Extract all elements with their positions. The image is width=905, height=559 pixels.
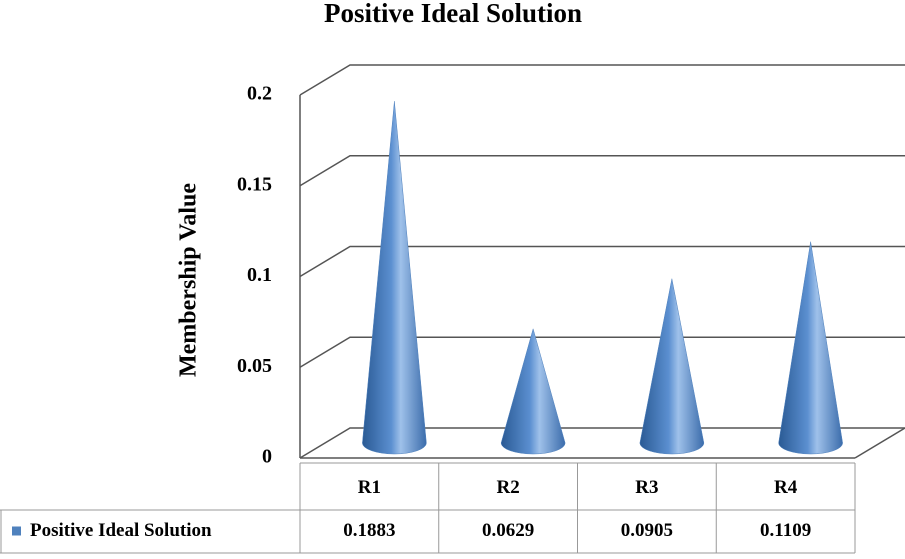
cone — [500, 327, 566, 455]
cone — [778, 241, 843, 455]
grid-line — [299, 64, 905, 96]
x-tick-label: R1 — [358, 477, 381, 498]
y-tick-label: 0.15 — [237, 173, 272, 195]
table-value: 0.1883 — [343, 520, 395, 541]
legend-swatch — [12, 526, 21, 536]
y-axis-label: Membership Value — [176, 183, 202, 377]
x-tick-label: R4 — [774, 477, 798, 498]
y-tick-label: 0 — [262, 446, 272, 468]
table-value: 0.0629 — [482, 520, 534, 541]
y-tick-label: 0.1 — [247, 264, 272, 286]
grid-line — [299, 155, 905, 187]
chart-title: Positive Ideal Solution — [324, 0, 582, 28]
y-tick-label: 0.05 — [237, 355, 272, 377]
floor-right-edge — [854, 427, 905, 459]
table-value: 0.0905 — [621, 520, 673, 541]
x-tick-label: R2 — [497, 477, 520, 498]
table-value: 0.1109 — [760, 520, 811, 541]
grid-line — [299, 245, 905, 278]
x-tick-label: R3 — [635, 477, 658, 498]
grid-line — [299, 336, 905, 368]
y-tick-label: 0.2 — [247, 83, 272, 105]
legend-label: Positive Ideal Solution — [30, 520, 212, 541]
grid-line — [299, 427, 905, 459]
cone — [362, 101, 427, 455]
cone — [639, 278, 705, 455]
